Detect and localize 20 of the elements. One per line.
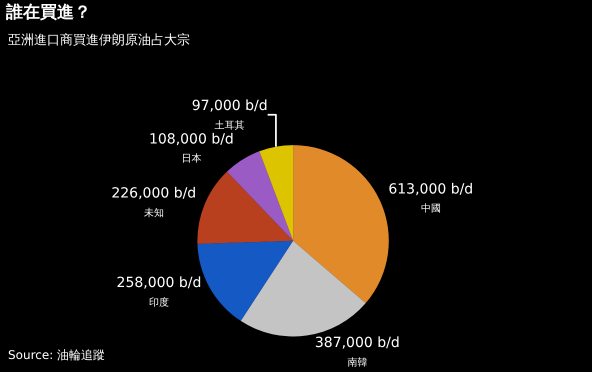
chart-title: 誰在買進？ — [4, 2, 91, 22]
data-label: 108,000 b/d — [148, 131, 234, 148]
data-label: 613,000 b/d — [388, 181, 474, 198]
data-label: 387,000 b/d — [314, 335, 400, 352]
slice-label: 土耳其 — [214, 119, 245, 132]
data-label: 226,000 b/d — [111, 186, 196, 202]
data-label: 97,000 b/d — [192, 98, 268, 114]
pie-slice — [226, 151, 294, 241]
pie-slice — [293, 145, 389, 304]
pie-slice — [240, 240, 366, 336]
chart-subtitle: 亞洲進口商買進伊朗原油占大宗 — [8, 32, 190, 48]
slice-label: 未知 — [144, 206, 164, 219]
slice-label: 日本 — [181, 152, 202, 165]
source-note: Source: 油輪追蹤 — [8, 348, 106, 362]
data-label: 258,000 b/d — [116, 275, 202, 292]
pie-slice — [197, 172, 294, 244]
slice-label: 南韓 — [347, 356, 368, 368]
slice-label: 中國 — [420, 202, 441, 215]
slice-label: 印度 — [148, 296, 169, 308]
pie-slice — [259, 145, 294, 241]
